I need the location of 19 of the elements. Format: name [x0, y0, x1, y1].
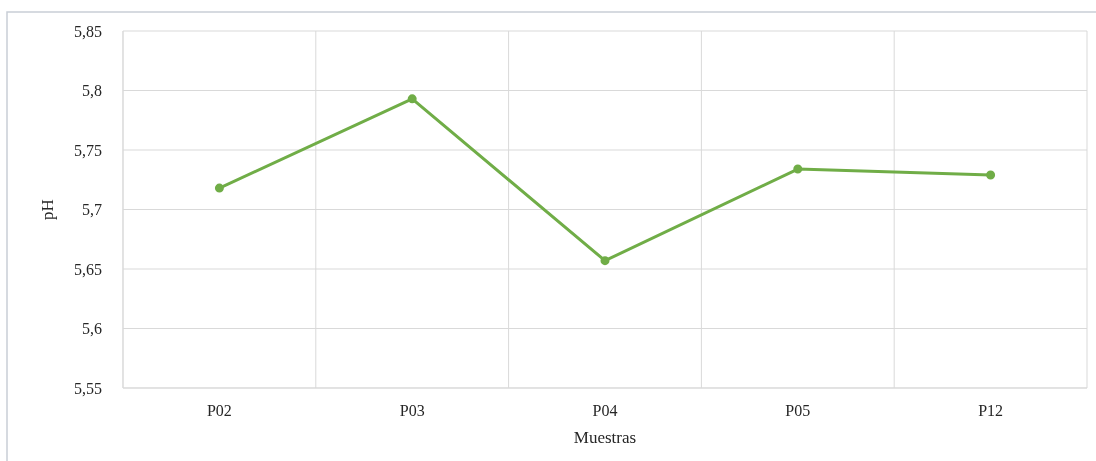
- y-tick-label: 5,75: [74, 141, 102, 159]
- y-tick-label: 5,7: [82, 201, 102, 219]
- point: [986, 170, 996, 180]
- x-tick-label: P03: [399, 402, 425, 419]
- y-tick-label: 5,6: [82, 320, 102, 338]
- point: [214, 183, 224, 193]
- x-tick-label: P12: [978, 402, 1004, 419]
- x-tick-label: P05: [785, 402, 811, 419]
- x-tick-label: P04: [592, 402, 618, 419]
- y-tick-label: 5,65: [74, 260, 102, 278]
- y-tick-label: 5,8: [82, 82, 102, 100]
- x-tick-label: P02: [206, 402, 232, 419]
- x-axis-title: Muestras: [573, 428, 637, 447]
- y-tick-label: 5,55: [74, 379, 102, 397]
- y-axis-title: pH: [38, 199, 57, 220]
- y-tick-label: 5,85: [74, 22, 102, 40]
- point: [407, 94, 417, 104]
- point: [793, 164, 803, 174]
- point: [600, 256, 610, 266]
